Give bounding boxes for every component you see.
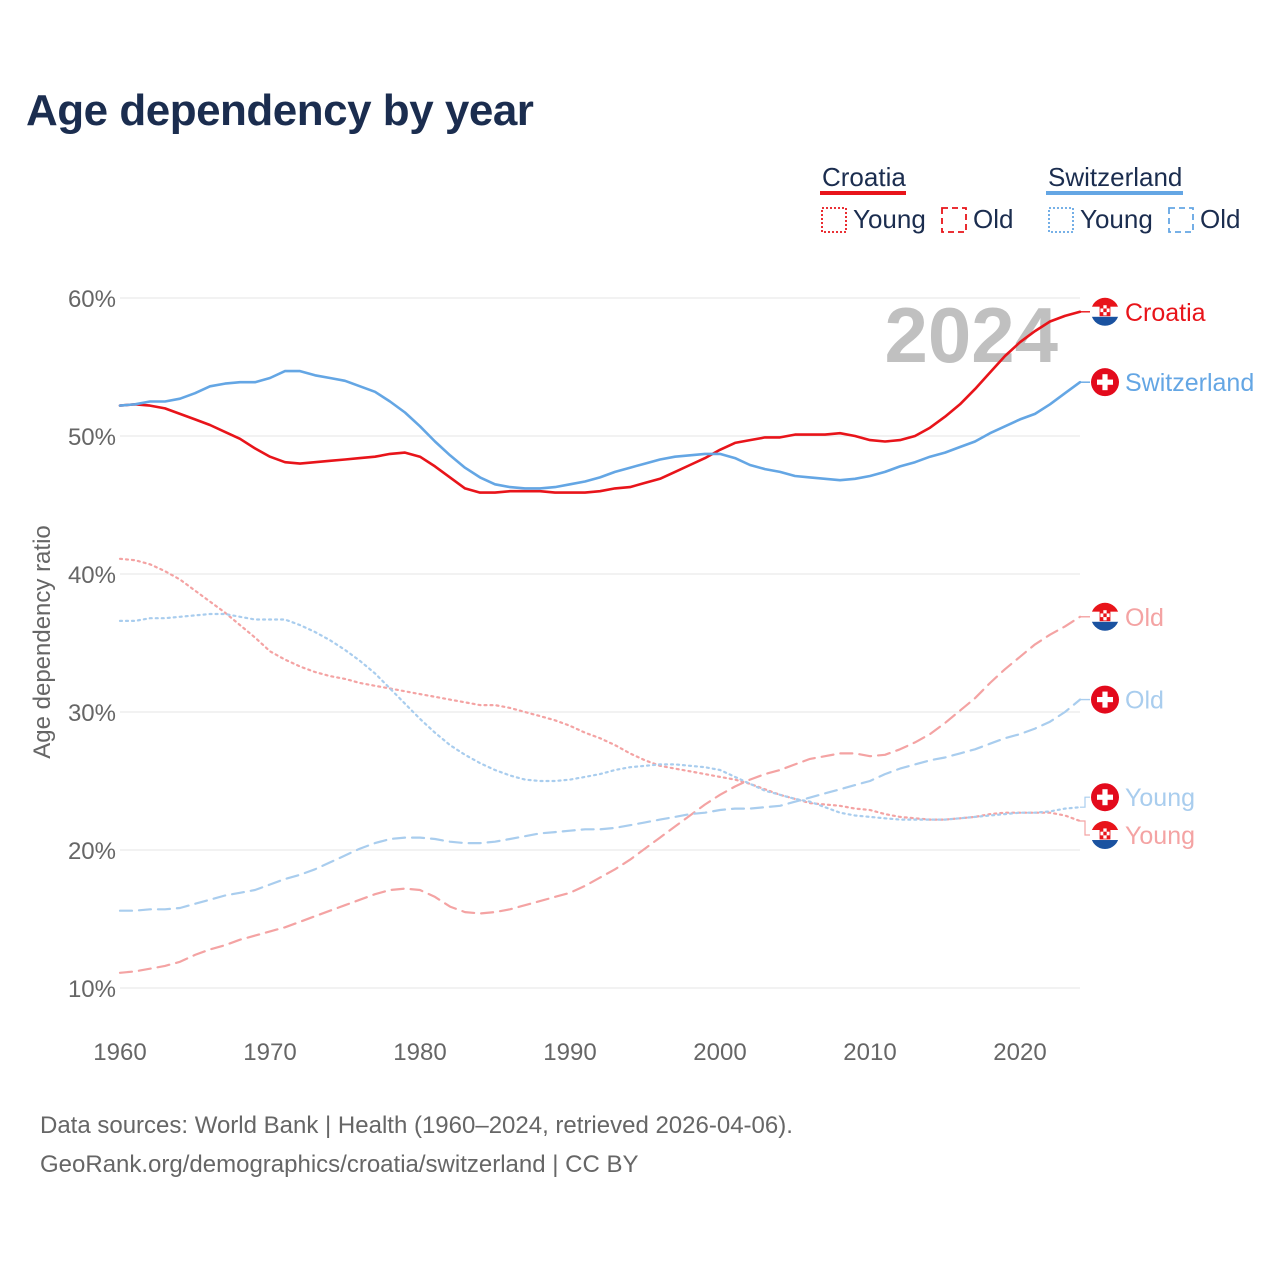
y-tick-label: 40% xyxy=(68,562,116,589)
y-tick-label: 30% xyxy=(68,700,116,727)
footer-link[interactable]: GeoRank.org/demographics/croatia/switzer… xyxy=(40,1151,639,1178)
y-axis-ticks: 10% 20% 30% 40% 50% 60% xyxy=(68,286,116,1003)
x-tick-label: 1970 xyxy=(243,1039,296,1066)
end-labels: Croatia Switzerland Young Old Young Old xyxy=(1080,297,1254,850)
croatia-flag-icon xyxy=(1091,602,1119,631)
legend-switzerland[interactable]: Switzerland Young Old xyxy=(1046,162,1240,234)
y-tick-label: 50% xyxy=(68,424,116,451)
series-line-croatia_old[interactable] xyxy=(118,615,1082,974)
end-label-switzerland_total: Switzerland xyxy=(1125,369,1254,397)
x-axis-ticks: 1960 1970 1980 1990 2000 2010 2020 xyxy=(93,1039,1046,1066)
end-label-croatia_old: Old xyxy=(1125,604,1164,632)
leader-line-switzerland_young xyxy=(1080,796,1090,808)
legend-croatia[interactable]: Croatia Young Old xyxy=(820,162,1013,234)
x-tick-label: 1980 xyxy=(393,1039,446,1066)
legend-switzerland-swatch xyxy=(1046,191,1183,195)
footer-source: Data sources: World Bank | Health (1960–… xyxy=(40,1112,793,1139)
switzerland-flag-icon xyxy=(1091,783,1119,812)
legend-croatia-old-label: Old xyxy=(973,204,1013,234)
legend-switzerland-label: Switzerland xyxy=(1048,162,1182,192)
end-label-croatia_total: Croatia xyxy=(1125,299,1206,327)
legend-croatia-old-swatch xyxy=(941,207,967,233)
leader-line-croatia_young xyxy=(1080,820,1090,836)
legend: Croatia Young Old Switzerland Young Old xyxy=(820,162,1240,234)
end-label-switzerland_young: Young xyxy=(1125,784,1195,812)
legend-croatia-swatch xyxy=(820,191,906,195)
x-tick-label: 2020 xyxy=(993,1039,1046,1066)
footer: Data sources: World Bank | Health (1960–… xyxy=(40,1106,793,1184)
y-tick-label: 20% xyxy=(68,838,116,865)
legend-croatia-young-swatch xyxy=(821,207,847,233)
legend-switzerland-young-label: Young xyxy=(1080,204,1153,234)
series-line-croatia_total[interactable] xyxy=(118,310,1082,494)
x-tick-label: 2000 xyxy=(693,1039,746,1066)
grid xyxy=(120,297,1080,989)
y-axis-label: Age dependency ratio xyxy=(29,525,56,759)
legend-switzerland-young-swatch xyxy=(1048,207,1074,233)
legend-croatia-label: Croatia xyxy=(822,162,906,192)
croatia-flag-icon xyxy=(1091,297,1119,326)
x-tick-label: 1990 xyxy=(543,1039,596,1066)
legend-switzerland-old-swatch xyxy=(1168,207,1194,233)
series-line-switzerland_old[interactable] xyxy=(118,698,1082,912)
series-layer xyxy=(118,310,1082,974)
y-tick-label: 60% xyxy=(68,286,116,313)
legend-switzerland-old-label: Old xyxy=(1200,204,1240,234)
series-line-switzerland_young[interactable] xyxy=(118,612,1082,821)
series-line-croatia_young[interactable] xyxy=(118,557,1082,823)
x-tick-label: 2010 xyxy=(843,1039,896,1066)
chart-title: Age dependency by year xyxy=(26,86,534,135)
switzerland-flag-icon xyxy=(1091,368,1119,397)
year-watermark: 2024 xyxy=(884,291,1058,379)
x-tick-label: 1960 xyxy=(93,1039,146,1066)
series-line-switzerland_total[interactable] xyxy=(118,369,1082,490)
end-label-switzerland_old: Old xyxy=(1125,687,1164,715)
legend-croatia-young-label: Young xyxy=(853,204,926,234)
switzerland-flag-icon xyxy=(1091,685,1119,714)
y-tick-label: 10% xyxy=(68,976,116,1003)
end-label-croatia_young: Young xyxy=(1125,822,1195,850)
croatia-flag-icon xyxy=(1091,821,1119,850)
